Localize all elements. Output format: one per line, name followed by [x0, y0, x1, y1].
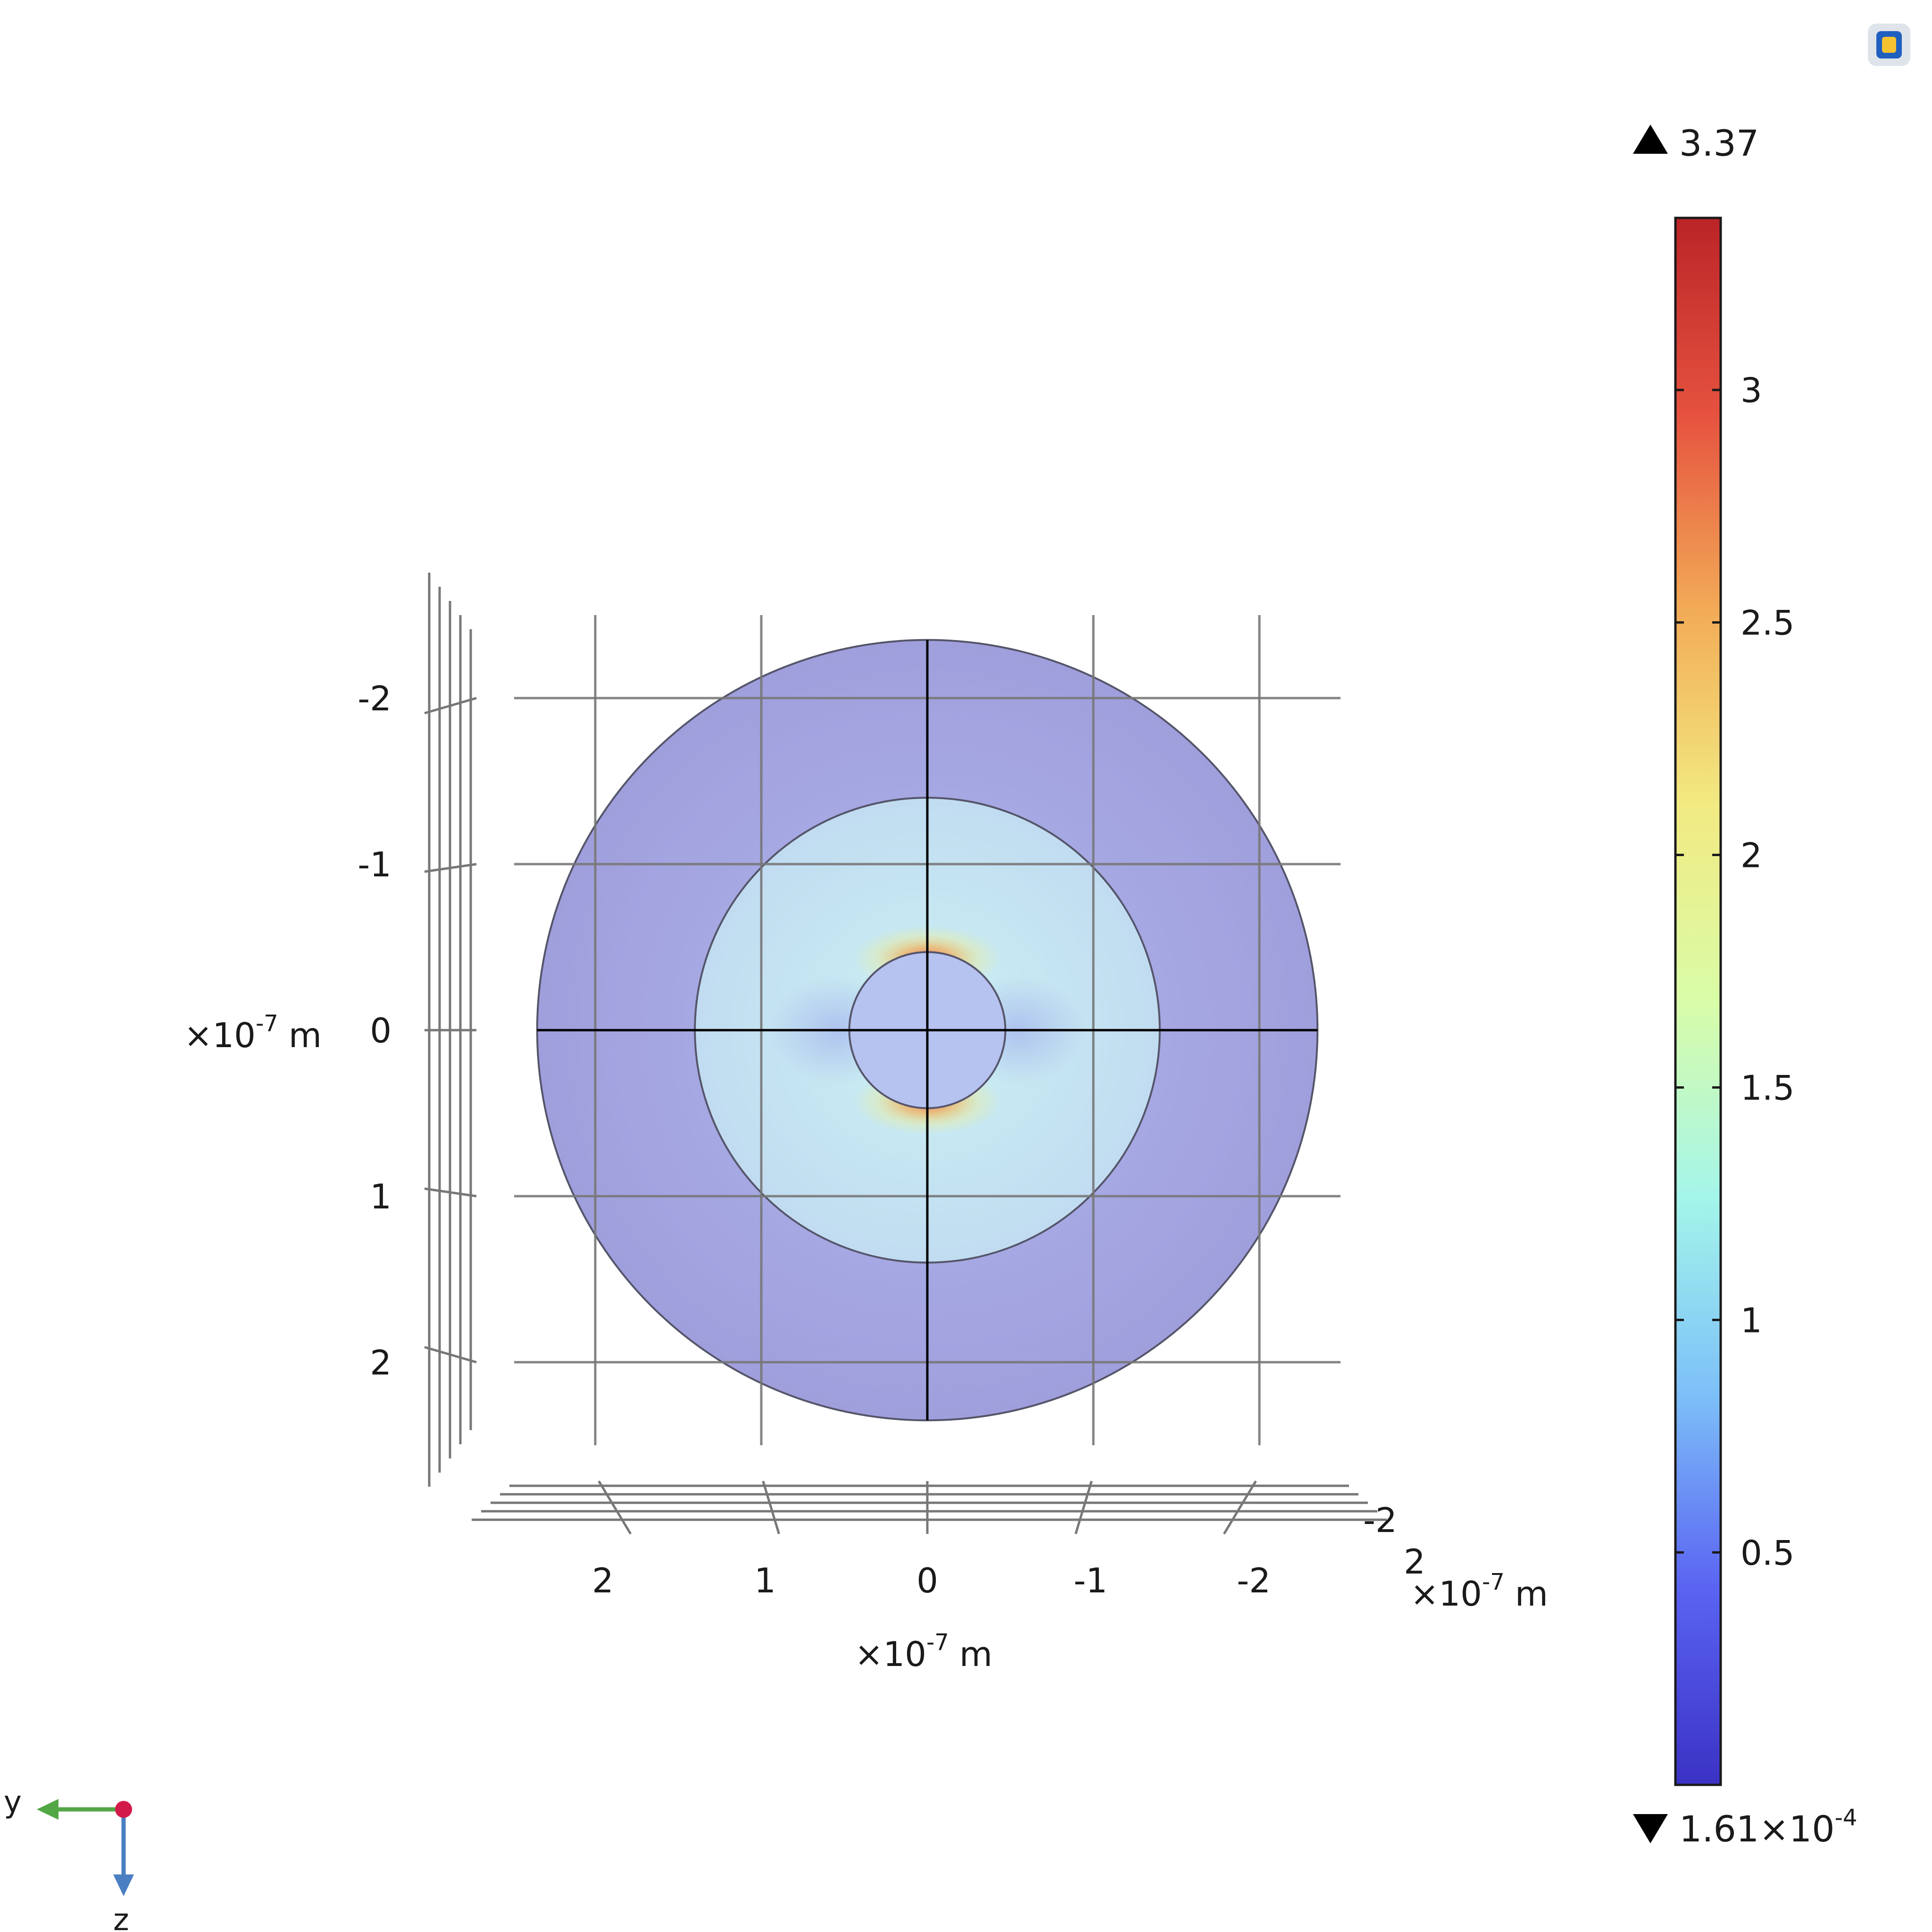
z-axis-tick-label: 0 — [370, 1011, 391, 1050]
triad-x-dot-icon — [115, 1801, 132, 1818]
colorbar-gradient — [1674, 217, 1722, 1786]
app-logo-icon — [1868, 24, 1910, 66]
y-axis-tick-label: 2 — [592, 1561, 614, 1600]
depth-tick-label: 2 — [1404, 1542, 1425, 1582]
y-axis-tick — [1074, 1481, 1093, 1534]
z-axis-unit-label: ×10-7 m — [184, 1010, 322, 1055]
colorbar: 0.5 1 1.5 2 2.5 3 3.37 1.61×10-4 — [1633, 122, 1857, 1850]
colorbar-tick-label: 2.5 — [1740, 603, 1795, 643]
z-axis-tick — [424, 863, 477, 873]
colorbar-tick-label: 1.5 — [1740, 1068, 1795, 1108]
colorbar-ticks: 0.5 1 1.5 2 2.5 3 — [1675, 371, 1795, 1573]
triad-y-arrowhead-icon — [37, 1799, 58, 1820]
z-axis-tick — [424, 697, 477, 715]
y-axis-tick-label: 0 — [916, 1561, 938, 1600]
z-axis: -2 -1 0 1 2 — [358, 573, 477, 1487]
colorbar-tick-label: 2 — [1740, 836, 1762, 875]
triad-z-label: z — [113, 1903, 129, 1932]
depth-tick-label: -2 — [1363, 1500, 1397, 1540]
depth-axis-unit-label: ×10-7 m — [1410, 1569, 1548, 1614]
triad-z-arrowhead-icon — [113, 1874, 134, 1896]
colorbar-min-label: 1.61×10-4 — [1679, 1805, 1857, 1850]
y-axis: 2 1 0 -1 -2 — [472, 1480, 1387, 1600]
colorbar-max-label: 3.37 — [1679, 122, 1759, 164]
y-axis-tick-label: 1 — [754, 1561, 776, 1600]
triad-y-label: y — [4, 1785, 22, 1820]
z-axis-tick — [424, 1187, 477, 1198]
y-axis-tick — [598, 1480, 632, 1535]
z-axis-tick-label: -1 — [358, 845, 391, 884]
axis-triad: y z — [4, 1785, 134, 1932]
y-axis-tick-label: -2 — [1237, 1561, 1271, 1600]
y-axis-tick — [762, 1481, 780, 1534]
z-axis-tick-label: 2 — [370, 1343, 391, 1382]
y-axis-unit-label: ×10-7 m — [855, 1629, 992, 1674]
colorbar-min-arrow-icon — [1633, 1814, 1668, 1843]
colorbar-tick-label: 3 — [1740, 371, 1762, 410]
colorbar-tick-label: 1 — [1740, 1300, 1762, 1340]
colorbar-tick-label: 0.5 — [1740, 1533, 1795, 1573]
center-axis-lines — [537, 640, 1318, 1421]
z-axis-tick-label: -2 — [358, 679, 391, 718]
z-axis-tick-label: 1 — [370, 1177, 391, 1216]
z-axis-tick — [424, 1346, 477, 1364]
y-axis-tick-label: -1 — [1074, 1561, 1108, 1600]
y-axis-tick — [1223, 1480, 1257, 1535]
colorbar-max-arrow-icon — [1633, 125, 1668, 154]
